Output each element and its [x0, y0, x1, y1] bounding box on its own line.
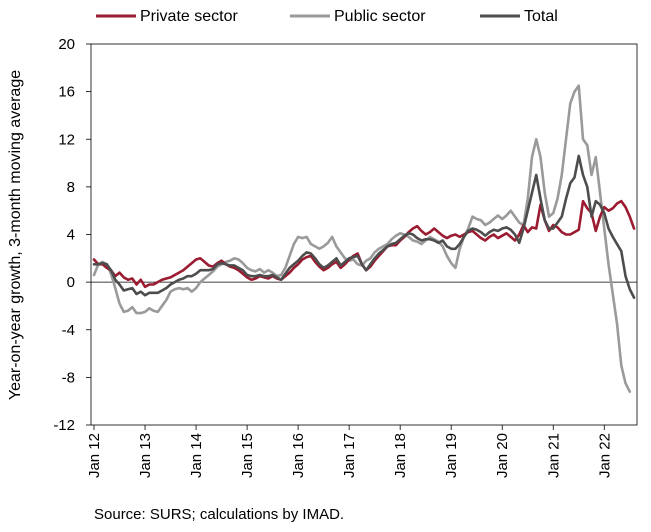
chart-legend: Private sector Public sector Total	[96, 8, 558, 25]
x-tick-label: Jan 14	[188, 433, 205, 478]
y-tick-label: 4	[67, 227, 75, 244]
legend-item-total: Total	[480, 8, 558, 25]
y-tick-label: -4	[62, 322, 75, 339]
legend-item-public-sector: Public sector	[290, 8, 426, 25]
y-tick-label: 20	[58, 36, 75, 53]
x-tick-label: Jan 17	[341, 433, 358, 478]
x-tick-label: Jan 21	[545, 433, 562, 478]
chart-axes: -12 -8 -4 0 4 8 12 16 20 Jan 12 Jan 13 Jan 14 Jan 15…	[53, 36, 638, 478]
chart-series	[92, 84, 636, 393]
series-line-total	[92, 154, 636, 299]
y-tick-label: -8	[62, 369, 75, 386]
x-tick-label: Jan 19	[443, 433, 460, 478]
y-axis-label: Year-on-year growth, 3-month moving aver…	[7, 70, 24, 400]
source-note: Source: SURS; calculations by IMAD.	[94, 506, 345, 523]
x-tick-label: Jan 22	[596, 433, 613, 478]
x-tick-label: Jan 12	[86, 433, 103, 478]
legend-label: Total	[524, 8, 558, 25]
x-tick-label: Jan 16	[290, 433, 307, 478]
x-tick-label: Jan 15	[239, 433, 256, 478]
y-tick-label: 12	[58, 131, 75, 148]
y-tick-label: 8	[67, 179, 75, 196]
legend-item-private-sector: Private sector	[96, 8, 238, 25]
legend-label: Private sector	[140, 8, 238, 25]
x-tick-label: Jan 18	[392, 433, 409, 478]
x-tick-label: Jan 13	[137, 433, 154, 478]
plot-frame	[90, 43, 638, 426]
series-line-public-sector	[92, 84, 632, 393]
y-tick-label: 0	[67, 274, 75, 291]
y-tick-label: -12	[53, 417, 75, 434]
legend-label: Public sector	[334, 8, 426, 25]
x-tick-label: Jan 20	[494, 433, 511, 478]
y-tick-label: 16	[58, 84, 75, 101]
